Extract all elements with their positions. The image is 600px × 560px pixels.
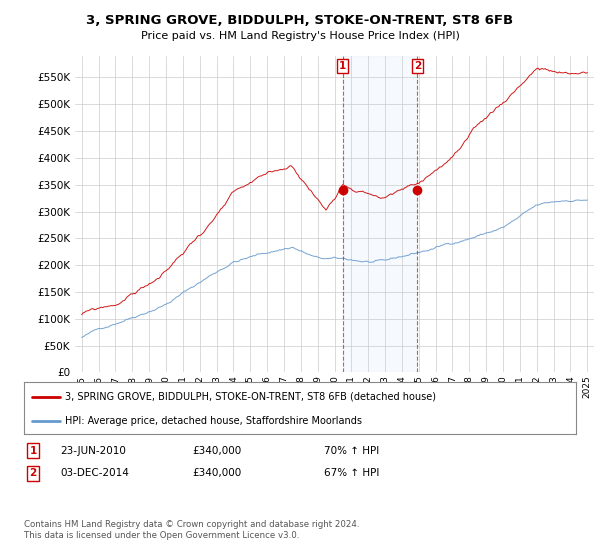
- Text: £340,000: £340,000: [192, 446, 241, 456]
- Text: Price paid vs. HM Land Registry's House Price Index (HPI): Price paid vs. HM Land Registry's House …: [140, 31, 460, 41]
- Text: 23-JUN-2010: 23-JUN-2010: [60, 446, 126, 456]
- Text: 3, SPRING GROVE, BIDDULPH, STOKE-ON-TRENT, ST8 6FB: 3, SPRING GROVE, BIDDULPH, STOKE-ON-TREN…: [86, 14, 514, 27]
- Text: 1: 1: [29, 446, 37, 456]
- Text: 70% ↑ HPI: 70% ↑ HPI: [324, 446, 379, 456]
- Text: Contains HM Land Registry data © Crown copyright and database right 2024.
This d: Contains HM Land Registry data © Crown c…: [24, 520, 359, 540]
- Bar: [343, 56, 418, 372]
- Text: 1: 1: [339, 60, 346, 71]
- Text: 3, SPRING GROVE, BIDDULPH, STOKE-ON-TRENT, ST8 6FB (detached house): 3, SPRING GROVE, BIDDULPH, STOKE-ON-TREN…: [65, 392, 436, 402]
- Text: 2: 2: [29, 468, 37, 478]
- Text: HPI: Average price, detached house, Staffordshire Moorlands: HPI: Average price, detached house, Staf…: [65, 416, 362, 426]
- Text: 67% ↑ HPI: 67% ↑ HPI: [324, 468, 379, 478]
- Text: £340,000: £340,000: [192, 468, 241, 478]
- Text: 03-DEC-2014: 03-DEC-2014: [60, 468, 129, 478]
- Text: 2: 2: [414, 60, 421, 71]
